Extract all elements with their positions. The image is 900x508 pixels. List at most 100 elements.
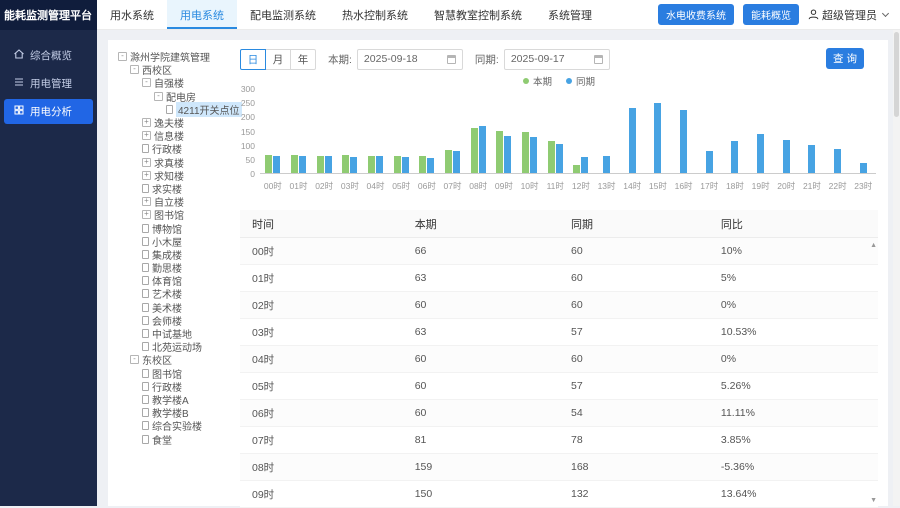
bar-本期[interactable] <box>548 141 555 173</box>
expand-icon[interactable]: + <box>142 171 151 180</box>
tree-node[interactable]: 中试基地 <box>118 327 242 340</box>
tree-node[interactable]: -滁州学院建筑管理 <box>118 50 242 63</box>
bar-同期[interactable] <box>757 134 764 173</box>
tree-node[interactable]: +自立楼 <box>118 195 242 208</box>
tree-node[interactable]: +信息楼 <box>118 129 242 142</box>
page-scrollbar[interactable] <box>893 30 900 506</box>
bar-同期[interactable] <box>808 145 815 173</box>
tree-node[interactable]: 博物馆 <box>118 221 242 234</box>
bar-同期[interactable] <box>629 108 636 173</box>
expand-icon[interactable]: + <box>142 197 151 206</box>
legend-item[interactable]: 同期 <box>566 74 595 88</box>
expand-icon[interactable]: + <box>142 118 151 127</box>
bar-同期[interactable] <box>581 157 588 173</box>
query-button[interactable]: 查 询 <box>826 48 864 69</box>
tongqi-date-input[interactable]: 2025-09-17 <box>504 49 610 70</box>
tab-6[interactable]: 系统管理 <box>535 0 605 29</box>
bar-同期[interactable] <box>603 156 610 173</box>
period-button-1[interactable]: 日 <box>240 49 266 70</box>
expand-icon[interactable]: + <box>142 210 151 219</box>
bar-本期[interactable] <box>573 165 580 173</box>
tab-3[interactable]: 配电监测系统 <box>237 0 329 29</box>
tree-node[interactable]: 图书馆 <box>118 367 242 380</box>
tree-node[interactable]: 艺术楼 <box>118 287 242 300</box>
tree-node[interactable]: +逸夫楼 <box>118 116 242 129</box>
tree-node[interactable]: 求实楼 <box>118 182 242 195</box>
tree-node[interactable]: 综合实验楼 <box>118 419 242 432</box>
tree-node[interactable]: +求真楼 <box>118 156 242 169</box>
collapse-icon[interactable]: - <box>154 92 163 101</box>
tree-node[interactable]: -西校区 <box>118 63 242 76</box>
tree-node[interactable]: -东校区 <box>118 353 242 366</box>
bar-本期[interactable] <box>291 155 298 173</box>
period-button-2[interactable]: 月 <box>265 49 291 70</box>
bar-同期[interactable] <box>402 157 409 173</box>
bar-同期[interactable] <box>654 103 661 173</box>
tab-1[interactable]: 用水系统 <box>97 0 167 29</box>
tree-node[interactable]: 行政楼 <box>118 142 242 155</box>
bar-同期[interactable] <box>731 141 738 173</box>
tree-node[interactable]: 行政楼 <box>118 380 242 393</box>
tree-node[interactable]: 教学楼B <box>118 406 242 419</box>
tree-node[interactable]: 勤思楼 <box>118 261 242 274</box>
tree-node[interactable]: 北苑运动场 <box>118 340 242 353</box>
bar-同期[interactable] <box>860 163 867 173</box>
bar-本期[interactable] <box>445 150 452 173</box>
bar-本期[interactable] <box>522 132 529 173</box>
tab-2[interactable]: 用电系统 <box>167 0 237 29</box>
page-scrollbar-thumb[interactable] <box>894 32 899 117</box>
tab-5[interactable]: 智慧教室控制系统 <box>421 0 535 29</box>
nav-action-button-1[interactable]: 水电收费系统 <box>658 4 734 25</box>
legend-item[interactable]: 本期 <box>523 74 552 88</box>
bar-同期[interactable] <box>834 149 841 173</box>
tree-node[interactable]: +求知楼 <box>118 169 242 182</box>
tree-node[interactable]: 会师楼 <box>118 314 242 327</box>
bar-本期[interactable] <box>419 156 426 173</box>
bar-同期[interactable] <box>299 156 306 173</box>
bar-同期[interactable] <box>376 156 383 173</box>
bar-本期[interactable] <box>496 131 503 173</box>
bar-同期[interactable] <box>530 137 537 173</box>
bar-同期[interactable] <box>706 151 713 173</box>
bar-同期[interactable] <box>350 157 357 173</box>
bar-同期[interactable] <box>556 144 563 173</box>
tree-node[interactable]: 食堂 <box>118 432 242 445</box>
bar-同期[interactable] <box>325 156 332 173</box>
bar-同期[interactable] <box>479 126 486 173</box>
sidebar-item-2[interactable]: 用电管理 <box>4 71 93 96</box>
table-scroll-down-icon[interactable]: ▼ <box>870 497 877 504</box>
period-button-3[interactable]: 年 <box>290 49 316 70</box>
bar-本期[interactable] <box>471 128 478 173</box>
tree-node[interactable]: 美术楼 <box>118 301 242 314</box>
bar-同期[interactable] <box>680 110 687 173</box>
expand-icon[interactable]: + <box>142 158 151 167</box>
tree-node[interactable]: +图书馆 <box>118 208 242 221</box>
tree-node[interactable]: -自强楼 <box>118 76 242 89</box>
table-scroll-up-icon[interactable]: ▲ <box>870 242 877 249</box>
tree-node[interactable]: 小木屋 <box>118 235 242 248</box>
tree-node[interactable]: -配电房 <box>118 90 242 103</box>
bar-同期[interactable] <box>783 140 790 173</box>
collapse-icon[interactable]: - <box>142 78 151 87</box>
bar-本期[interactable] <box>368 156 375 173</box>
tree-node[interactable]: 体育馆 <box>118 274 242 287</box>
sidebar-item-3[interactable]: 用电分析 <box>4 99 93 124</box>
tab-4[interactable]: 热水控制系统 <box>329 0 421 29</box>
bar-本期[interactable] <box>265 155 272 173</box>
bar-本期[interactable] <box>394 156 401 173</box>
user-menu[interactable]: 超级管理员 <box>808 7 888 23</box>
bar-同期[interactable] <box>273 156 280 173</box>
collapse-icon[interactable]: - <box>118 52 127 61</box>
tree-node[interactable]: 集成楼 <box>118 248 242 261</box>
bar-本期[interactable] <box>342 155 349 173</box>
bar-同期[interactable] <box>504 136 511 173</box>
bar-同期[interactable] <box>427 158 434 173</box>
collapse-icon[interactable]: - <box>130 65 139 74</box>
tree-node[interactable]: 教学楼A <box>118 393 242 406</box>
expand-icon[interactable]: + <box>142 131 151 140</box>
benqi-date-input[interactable]: 2025-09-18 <box>357 49 463 70</box>
sidebar-item-1[interactable]: 综合概览 <box>4 43 93 68</box>
bar-本期[interactable] <box>317 156 324 173</box>
collapse-icon[interactable]: - <box>130 355 139 364</box>
bar-同期[interactable] <box>453 151 460 173</box>
